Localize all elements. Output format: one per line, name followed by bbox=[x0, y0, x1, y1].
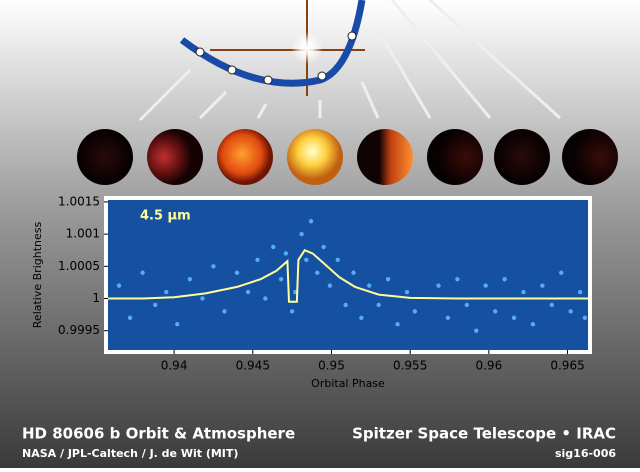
wavelength-label: 4.5 µm bbox=[140, 209, 191, 224]
data-point bbox=[511, 315, 517, 321]
y-tick-label: 0.9995 bbox=[58, 323, 100, 337]
x-tick-label: 0.96 bbox=[475, 359, 502, 373]
orbit bbox=[179, 0, 366, 87]
data-point bbox=[175, 322, 180, 327]
plot-area bbox=[108, 200, 588, 350]
data-point bbox=[483, 283, 488, 288]
x-tick-label: 0.955 bbox=[393, 359, 427, 373]
data-point bbox=[153, 302, 158, 308]
y-axis-title: Relative Brightness bbox=[31, 222, 44, 329]
data-point bbox=[492, 309, 498, 314]
data-point bbox=[255, 257, 260, 263]
data-point bbox=[359, 315, 364, 321]
data-point bbox=[187, 276, 193, 282]
data-point bbox=[321, 244, 326, 250]
planet-phases bbox=[77, 129, 618, 185]
data-point bbox=[455, 276, 460, 282]
footer-id: sig16-006 bbox=[555, 447, 616, 460]
data-point bbox=[116, 283, 122, 288]
data-point bbox=[521, 289, 526, 295]
arrows bbox=[138, 0, 562, 122]
footer-credit: NASA / JPL-Caltech / J. de Wit (MIT) bbox=[22, 447, 238, 460]
y-tick-label: 1.001 bbox=[66, 227, 100, 241]
data-point bbox=[271, 244, 276, 250]
data-point bbox=[474, 328, 479, 333]
data-point bbox=[222, 309, 227, 314]
data-point bbox=[283, 251, 289, 256]
x-tick-label: 0.95 bbox=[318, 359, 345, 373]
y-tick-label: 1.0005 bbox=[58, 259, 100, 273]
data-point bbox=[549, 302, 555, 308]
footer-mission: Spitzer Space Telescope • IRAC bbox=[352, 425, 616, 443]
data-point bbox=[200, 296, 205, 301]
data-point bbox=[304, 257, 309, 263]
data-point bbox=[335, 257, 340, 263]
data-point bbox=[299, 231, 304, 237]
data-point bbox=[436, 283, 441, 288]
data-point bbox=[568, 309, 573, 314]
footer-title: HD 80606 b Orbit & Atmosphere bbox=[22, 425, 295, 443]
data-point bbox=[127, 315, 133, 321]
data-point bbox=[540, 283, 545, 288]
x-tick-label: 0.94 bbox=[161, 359, 188, 373]
data-point bbox=[445, 315, 451, 321]
data-point bbox=[164, 289, 169, 295]
data-point bbox=[343, 302, 348, 308]
y-tick-label: 1.0015 bbox=[58, 194, 100, 208]
data-point bbox=[245, 289, 251, 295]
data-point bbox=[211, 264, 216, 269]
orbit-planets bbox=[195, 31, 357, 85]
data-point bbox=[315, 270, 320, 275]
x-axis-title: Orbital Phase bbox=[311, 377, 385, 390]
data-point bbox=[530, 322, 536, 327]
data-point bbox=[385, 276, 391, 282]
data-point bbox=[327, 283, 333, 288]
data-point bbox=[289, 309, 295, 314]
data-point bbox=[412, 309, 418, 314]
data-point bbox=[234, 270, 240, 275]
data-point bbox=[582, 315, 588, 321]
data-point bbox=[278, 276, 284, 282]
data-point bbox=[140, 270, 145, 275]
data-point bbox=[263, 296, 268, 301]
data-point bbox=[376, 302, 381, 308]
data-point bbox=[577, 289, 583, 295]
data-point bbox=[404, 289, 410, 295]
data-point bbox=[464, 302, 470, 308]
data-point bbox=[308, 219, 314, 224]
x-tick-label: 0.945 bbox=[236, 359, 270, 373]
data-point bbox=[502, 276, 507, 282]
data-point bbox=[367, 283, 372, 288]
star bbox=[291, 32, 323, 64]
data-point bbox=[351, 270, 356, 275]
data-point bbox=[559, 270, 564, 275]
plot-marks bbox=[108, 219, 588, 333]
y-tick-label: 1 bbox=[92, 291, 100, 305]
data-point bbox=[395, 322, 400, 327]
model-curve bbox=[108, 248, 588, 303]
x-tick-label: 0.965 bbox=[550, 359, 584, 373]
